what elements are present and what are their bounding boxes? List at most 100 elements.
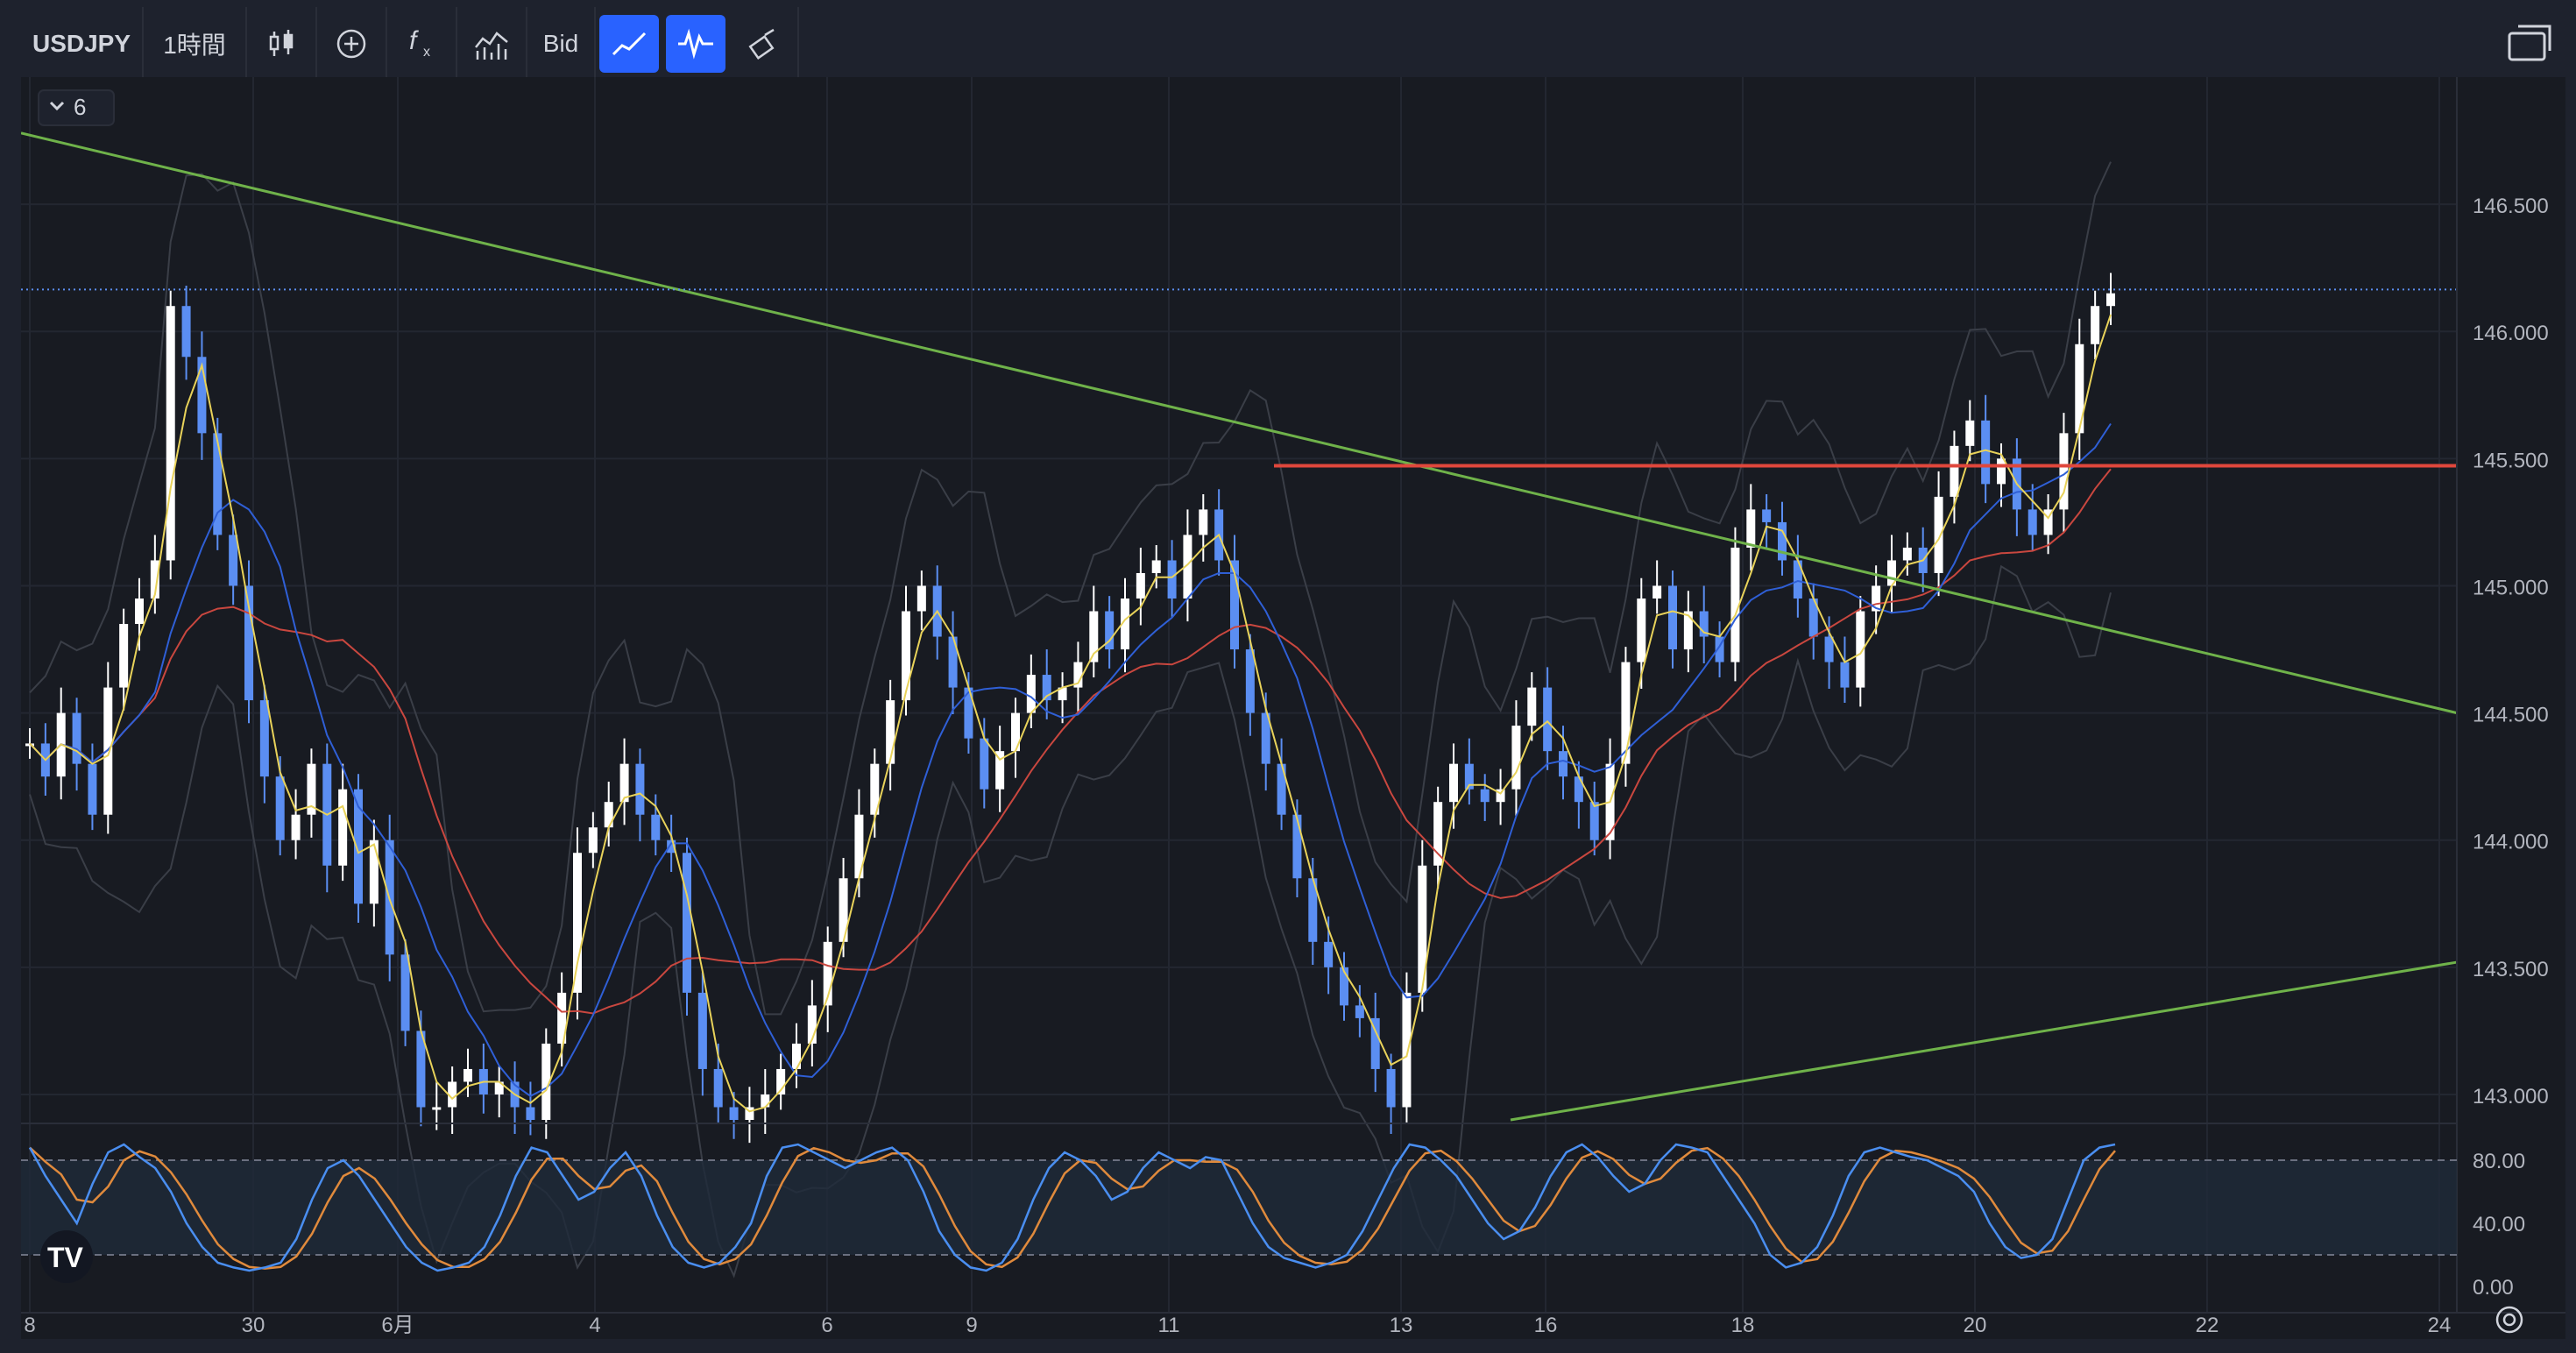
price-tick-label: 146.000 xyxy=(2473,322,2549,345)
candle-body xyxy=(1668,585,1677,650)
candle-body xyxy=(432,1107,442,1110)
candle-body xyxy=(995,751,1005,790)
chart-canvas[interactable]: 145.472146.165 146.500 146.000 145.500 145.… xyxy=(20,77,2565,1339)
candle-body xyxy=(588,827,598,854)
candle-body xyxy=(1981,420,1991,485)
time-tick-label: 6月 xyxy=(381,1314,414,1337)
layout-icon[interactable] xyxy=(2504,18,2557,70)
candles-icon[interactable] xyxy=(247,7,317,81)
candle-body xyxy=(150,560,159,599)
interval-button[interactable]: 1時間 xyxy=(144,7,247,81)
price-axis[interactable]: 146.500 146.000 145.500 145.000 144.500 144.0… xyxy=(2456,77,2565,1339)
candle-body xyxy=(1699,611,1709,637)
candle-body xyxy=(1621,662,1631,764)
stoch-tick-label: 80.00 xyxy=(2473,1150,2525,1173)
candle-body xyxy=(1997,458,2006,485)
stoch-k-line xyxy=(28,1143,2116,1272)
candle-body xyxy=(1559,751,1568,777)
brush-icon[interactable] xyxy=(729,7,799,81)
stoch-d-line xyxy=(29,1146,2116,1270)
price-tick-label: 144.000 xyxy=(2473,831,2549,854)
svg-text:x: x xyxy=(423,45,430,60)
time-axis[interactable]: 8 30 6月 4 6 9 11 13 16 18 20 22 24 xyxy=(21,1312,2565,1337)
bid-button[interactable]: Bid xyxy=(527,7,596,81)
candle-body xyxy=(464,1068,472,1082)
candle-body xyxy=(197,357,207,434)
symbol-button[interactable]: USDJPY xyxy=(21,7,144,81)
settings-gear-icon[interactable] xyxy=(2495,1306,2523,1334)
time-tick-label: 13 xyxy=(1390,1314,1413,1337)
candle-body xyxy=(635,763,645,815)
candle-body xyxy=(870,763,880,815)
candle-body xyxy=(2091,306,2100,344)
collapse-count: 6 xyxy=(74,94,86,120)
candle-body xyxy=(1073,662,1083,688)
candle-body xyxy=(1011,712,1020,752)
stoch-band-fill xyxy=(21,1160,2457,1255)
candle-body xyxy=(166,306,175,561)
collapse-box[interactable] xyxy=(38,89,115,126)
candle-body xyxy=(1151,560,1161,573)
candle-body xyxy=(1746,509,1756,548)
chart-style-icon[interactable] xyxy=(457,7,527,81)
candle-body xyxy=(1887,560,1896,586)
candle-body xyxy=(1762,509,1772,522)
price-tick-label: 146.500 xyxy=(2473,195,2549,218)
candle-body xyxy=(557,992,567,1044)
ma-mid-line xyxy=(29,422,2112,1097)
time-tick-label: 9 xyxy=(966,1314,977,1337)
price-tick-label: 143.500 xyxy=(2473,958,2549,981)
candle-body xyxy=(213,433,223,535)
collapse-button[interactable]: 6 xyxy=(38,89,115,126)
candle-body xyxy=(667,839,676,854)
candle-body xyxy=(1543,687,1553,752)
svg-text:f: f xyxy=(409,26,419,55)
tradingview-logo-icon[interactable]: TV xyxy=(40,1230,93,1283)
candle-body xyxy=(1840,662,1850,688)
time-tick-label: 6 xyxy=(821,1314,832,1337)
candle-body xyxy=(1042,675,1051,701)
oscillator-icon[interactable] xyxy=(666,15,725,73)
stochastic-axis[interactable]: 80.00 40.00 0.00 xyxy=(2473,1150,2525,1300)
candle-body xyxy=(1872,585,1881,612)
trend-line-icon[interactable] xyxy=(599,15,659,73)
candle-body xyxy=(1308,878,1318,942)
candle-body xyxy=(1464,763,1474,790)
stoch-tick-label: 0.00 xyxy=(2473,1276,2514,1300)
add-indicator-icon[interactable] xyxy=(317,7,387,81)
candle-body xyxy=(526,1107,535,1120)
candle-body xyxy=(1370,1017,1380,1069)
candle-body xyxy=(229,535,238,586)
candle-body xyxy=(886,700,895,764)
candle-body xyxy=(916,585,926,612)
candle-body xyxy=(494,1081,504,1094)
candle-body xyxy=(181,306,191,358)
time-tick-label: 4 xyxy=(589,1314,600,1337)
candle-body xyxy=(119,624,129,688)
candle-body xyxy=(1589,802,1599,840)
candle-body xyxy=(776,1068,786,1094)
candle-body xyxy=(2043,509,2053,535)
candle-body xyxy=(448,1081,457,1108)
candle-body xyxy=(745,1107,754,1120)
horizontal-level-line[interactable]: 145.472146.165 xyxy=(21,275,2560,480)
price-tick-label: 145.500 xyxy=(2473,449,2549,472)
candle-body xyxy=(400,954,410,1031)
time-tick-label: 30 xyxy=(242,1314,265,1337)
trendline-ascending xyxy=(1510,960,2458,1122)
candle-body xyxy=(1511,726,1521,790)
candle-body xyxy=(1277,763,1286,815)
candle-body xyxy=(103,687,113,815)
candle-body xyxy=(683,853,691,993)
trendlines xyxy=(20,131,2458,1122)
candle-body xyxy=(1433,802,1443,866)
candle-body xyxy=(1950,445,1959,497)
candle-body xyxy=(697,992,707,1069)
candle-body xyxy=(1418,865,1427,993)
candle-body xyxy=(1292,814,1302,879)
chart-area[interactable]: 145.472146.165 146.500 146.000 145.500 145.… xyxy=(20,77,2565,1339)
price-axis-bg xyxy=(2457,77,2565,1339)
candle-body xyxy=(1167,560,1177,599)
candle-body xyxy=(807,1005,817,1044)
